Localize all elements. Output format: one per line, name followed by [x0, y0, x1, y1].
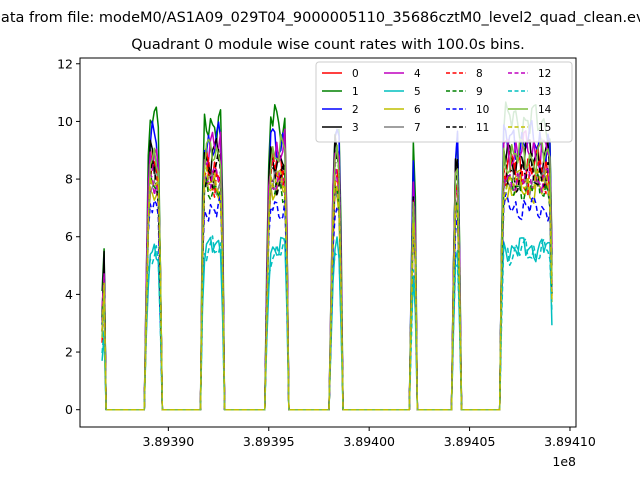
- y-tick-label: 12: [57, 56, 73, 71]
- legend-label-5: 5: [414, 86, 421, 98]
- legend-label-12: 12: [538, 68, 551, 80]
- x-tick-label: 3.89390: [143, 434, 195, 449]
- legend-label-2: 2: [352, 104, 359, 116]
- series-layer: [101, 101, 553, 411]
- x-tick-label: 3.89395: [243, 434, 295, 449]
- legend-label-3: 3: [352, 122, 359, 134]
- x-offset-label: 1e8: [552, 454, 576, 469]
- x-tick-label: 3.89405: [444, 434, 496, 449]
- y-axis: 0 2 4 6 8 10 12: [57, 56, 80, 417]
- legend-label-0: 0: [352, 68, 359, 80]
- legend-label-7: 7: [414, 122, 421, 134]
- legend-label-13: 13: [538, 86, 551, 98]
- chart-title: Quadrant 0 module wise count rates with …: [131, 37, 525, 53]
- y-tick-label: 8: [65, 172, 73, 187]
- legend-label-9: 9: [476, 86, 483, 98]
- axes-frame: [79, 57, 577, 428]
- x-tick-label: 3.89400: [343, 434, 395, 449]
- legend-label-6: 6: [414, 104, 421, 116]
- x-axis: 3.89390 3.89395 3.89400 3.89405 3.89410: [143, 427, 596, 449]
- legend-label-1: 1: [352, 86, 359, 98]
- figure-suptitle: Data from file: modeM0/AS1A09_029T04_900…: [0, 10, 640, 26]
- series-line-15: [101, 167, 553, 411]
- legend-label-14: 14: [538, 104, 552, 116]
- y-tick-label: 2: [65, 345, 73, 360]
- legend-label-4: 4: [414, 68, 421, 80]
- legend-box: [315, 61, 573, 143]
- legend-label-10: 10: [476, 104, 489, 116]
- y-tick-label: 10: [57, 114, 73, 129]
- y-tick-label: 6: [65, 229, 73, 244]
- legend-label-8: 8: [476, 68, 483, 80]
- y-tick-label: 0: [65, 402, 73, 417]
- legend-label-11: 11: [476, 122, 489, 134]
- y-tick-label: 4: [65, 287, 73, 302]
- x-tick-label: 3.89410: [544, 434, 596, 449]
- legend-label-15: 15: [538, 122, 551, 134]
